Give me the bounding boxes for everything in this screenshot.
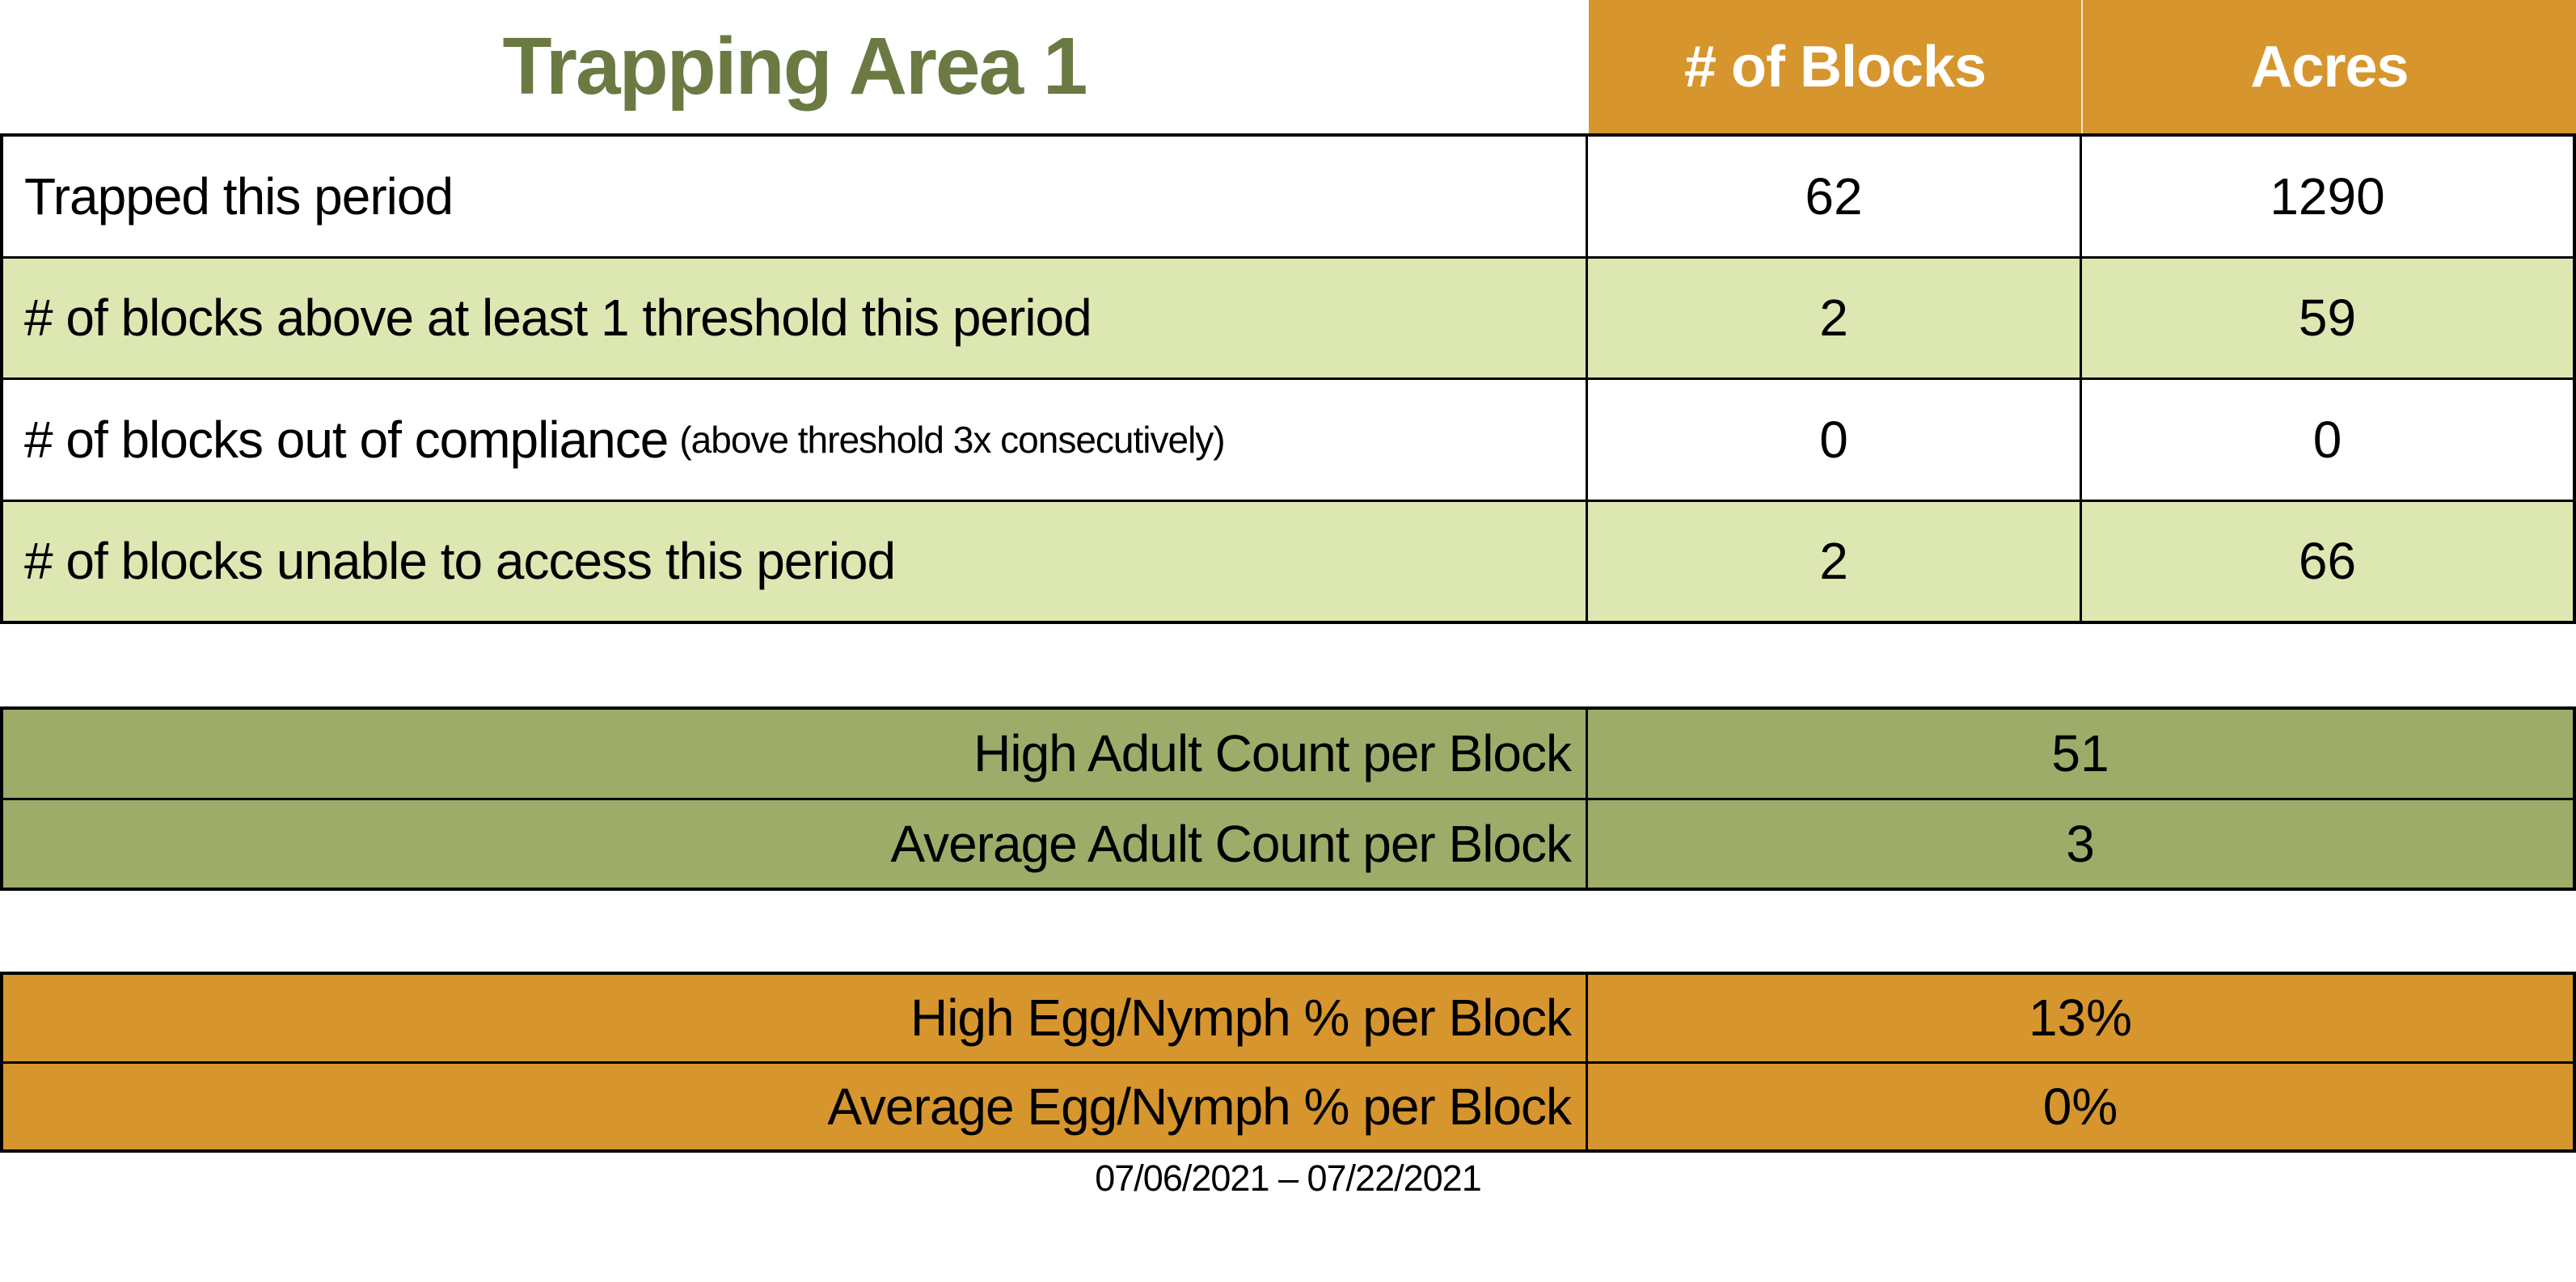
row-label: Average Egg/Nymph % per Block	[3, 1063, 1588, 1149]
row-label-text: # of blocks out of compliance	[24, 410, 669, 469]
cell-blocks: 2	[1588, 501, 2082, 621]
cell-blocks: 2	[1588, 258, 2082, 377]
cell-blocks: 0	[1588, 380, 2082, 500]
row-label: # of blocks unable to access this period	[3, 501, 1588, 621]
date-range: 07/06/2021 – 07/22/2021	[1095, 1158, 1481, 1199]
row-label: Average Adult Count per Block	[3, 799, 1588, 888]
adult-count-table: High Adult Count per Block 51 Average Ad…	[0, 706, 2576, 891]
cell-value: 13%	[2028, 989, 2133, 1048]
row-label-text: Trapped this period	[24, 167, 454, 226]
column-header-acres: Acres	[2083, 0, 2576, 133]
cell-value: 3	[2066, 814, 2095, 873]
cell-value: 51	[2051, 724, 2109, 783]
table-row: Average Egg/Nymph % per Block 0%	[3, 1063, 2573, 1149]
cell-value: 0%	[2042, 1077, 2118, 1136]
cell-blocks: 62	[1588, 137, 2082, 256]
table-row: Trapped this period 62 1290	[3, 137, 2573, 259]
row-label: High Egg/Nymph % per Block	[3, 975, 1588, 1061]
row-label: Trapped this period	[3, 137, 1588, 256]
table-row: # of blocks above at least 1 threshold t…	[3, 258, 2573, 380]
table-header: # of Blocks Acres	[1589, 0, 2576, 133]
table-row: High Adult Count per Block 51	[3, 710, 2573, 800]
cell-acres: 66	[2298, 532, 2357, 591]
row-label: High Adult Count per Block	[3, 710, 1588, 798]
table-row: Average Adult Count per Block 3	[3, 799, 2573, 888]
table-row: High Egg/Nymph % per Block 13%	[3, 975, 2573, 1064]
cell-acres: 59	[2298, 289, 2357, 348]
row-label-text: # of blocks unable to access this period	[24, 532, 896, 591]
table-row: # of blocks out of compliance (above thr…	[3, 380, 2573, 502]
row-label: # of blocks above at least 1 threshold t…	[3, 258, 1588, 377]
cell-acres: 0	[2312, 410, 2342, 469]
column-header-blocks: # of Blocks	[1589, 0, 2083, 133]
page-title: Trapping Area 1	[502, 21, 1087, 112]
row-note: (above threshold 3x consecutively)	[679, 418, 1225, 461]
summary-table: Trapped this period 62 1290 # of blocks …	[0, 133, 2576, 624]
row-label-text: # of blocks above at least 1 threshold t…	[24, 289, 1092, 348]
cell-acres: 1290	[2270, 167, 2385, 226]
table-row: # of blocks unable to access this period…	[3, 501, 2573, 621]
egg-nymph-table: High Egg/Nymph % per Block 13% Average E…	[0, 972, 2576, 1153]
row-label: # of blocks out of compliance (above thr…	[3, 380, 1588, 500]
